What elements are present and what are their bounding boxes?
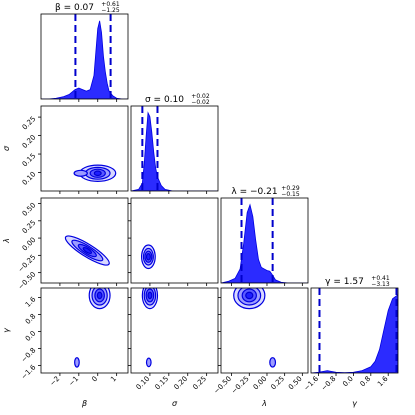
marginal-σ [131,106,218,191]
contour-λ-γ [233,288,277,368]
x-tick-label: 0.0 [341,375,355,389]
title-plus-γ: +0.41 [371,275,390,282]
x-tick-label: 0 [90,375,99,384]
x-axis-label-β: β [81,399,87,408]
title-minus-σ: −0.02 [191,99,210,106]
contour-level-1 [145,357,152,368]
title-plus-β: +0.61 [101,1,120,8]
marginal-β [41,14,128,99]
panel-frame [40,13,129,100]
x-tick-label: 0.00 [252,375,269,392]
panel-frame [130,287,219,374]
x-tick-label: 0.25 [269,375,286,392]
x-tick-label: −0.25 [230,375,251,396]
y-tick-label: 0.50 [21,201,38,218]
marginal-hist-γ [311,294,398,373]
marginal-λ [221,198,308,283]
x-tick-label: 0.10 [135,375,152,392]
y-tick-label: 0.15 [21,152,38,169]
contour-level-4 [147,291,153,300]
panel-frame [130,197,219,284]
x-tick-label: 0.50 [287,375,304,392]
title-γ: γ = 1.57 [325,277,364,287]
marginal-hist-σ [131,111,218,191]
panel-frame [40,287,129,374]
x-tick-label: −0.8 [320,375,338,393]
contour-σ-γ [141,288,159,368]
y-tick-label: 0.25 [21,115,38,132]
x-tick-label: 0.20 [172,375,189,392]
panel-frame [40,197,129,284]
x-axis-label-λ: λ [261,399,267,408]
panel-frame [40,105,129,192]
contour-β-λ [64,235,110,266]
y-tick-label: 0.25 [21,219,38,236]
y-axis-label-γ: γ [2,327,11,333]
x-tick-label: 1 [109,375,118,384]
y-tick-label: −0.50 [17,270,38,291]
contour-level-4 [145,253,151,261]
x-axis-label-σ: σ [172,399,178,408]
x-tick-label: −2 [48,375,61,388]
title-σ: σ = 0.10 [145,95,184,105]
panel-frame [130,105,219,192]
y-tick-label: 1.6 [24,295,38,309]
contour-level-4 [82,247,93,255]
y-tick-label: 0.8 [24,312,38,326]
x-tick-label: 0.8 [359,375,373,389]
panel-frame [310,287,399,374]
title-plus-σ: +0.02 [191,93,210,100]
title-λ: λ = −0.21 [231,187,277,197]
contour-level-1 [269,357,277,368]
contour-level-4 [245,291,254,300]
contour-σ-λ [140,244,156,270]
y-tick-label: −1.6 [20,363,38,381]
marginal-hist-β [41,20,128,99]
contour-β-σ [73,164,117,182]
marginal-hist-λ [221,203,308,283]
x-tick-label: −1.6 [302,374,320,392]
y-tick-label: 0.20 [21,133,38,150]
x-tick-label: −0.50 [212,375,233,396]
y-tick-label: 0.10 [21,170,38,187]
contour-β-γ [74,288,111,368]
marginal-γ [311,288,398,373]
title-minus-γ: −3.13 [371,281,390,288]
y-tick-label: −0.8 [20,346,38,364]
x-tick-label: 0.25 [191,375,208,392]
title-plus-λ: +0.29 [281,185,300,192]
panel-frame [220,197,309,284]
y-axis-label-σ: σ [2,145,11,151]
y-tick-label: 0.00 [21,236,38,253]
title-minus-β: −1.25 [101,7,120,14]
y-axis-label-λ: λ [2,238,11,244]
contour-level-1 [73,169,88,177]
title-minus-λ: −0.15 [281,191,300,198]
contour-level-1 [74,357,80,368]
x-tick-label: 1.6 [376,374,390,388]
title-β: β = 0.07 [55,3,94,13]
contour-level-4 [96,291,103,300]
y-tick-label: −0.25 [17,253,38,274]
panel-frame [220,287,309,374]
y-tick-label: 0.0 [24,329,38,343]
contour-level-4 [93,170,102,177]
x-tick-label: −1 [67,375,80,388]
x-tick-label: 0.15 [154,375,171,392]
x-axis-label-γ: γ [352,399,358,408]
